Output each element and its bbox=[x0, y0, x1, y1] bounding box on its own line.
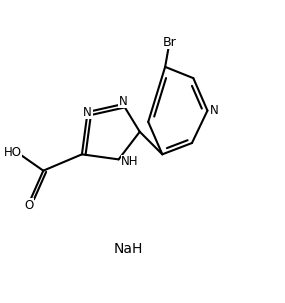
Text: Br: Br bbox=[162, 35, 176, 48]
Text: N: N bbox=[119, 95, 127, 108]
Text: NH: NH bbox=[121, 155, 139, 168]
Text: N: N bbox=[83, 105, 92, 118]
Text: O: O bbox=[24, 198, 34, 211]
Text: N: N bbox=[210, 104, 219, 117]
Text: HO: HO bbox=[4, 146, 22, 159]
Text: NaH: NaH bbox=[114, 242, 143, 256]
